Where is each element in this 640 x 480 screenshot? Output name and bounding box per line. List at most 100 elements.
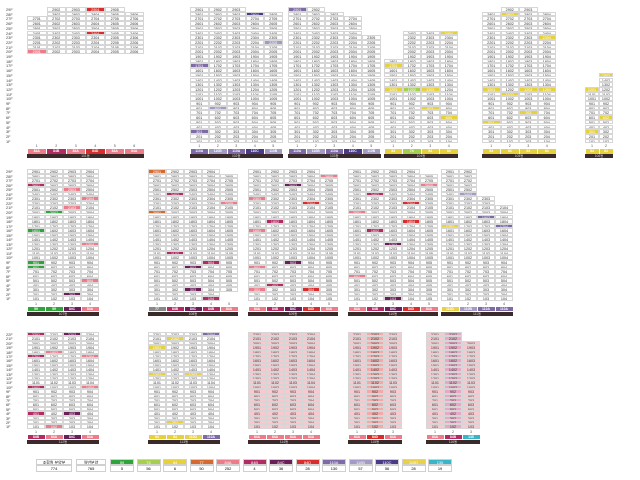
apt-unit-cell[interactable]: 2003: [519, 49, 538, 54]
apt-unit-cell[interactable]: 1604: [439, 68, 458, 73]
apt-unit-cell[interactable]: 2506: [124, 25, 144, 31]
apt-unit-cell[interactable]: 2303: [325, 35, 344, 40]
apt-unit-cell[interactable]: 704: [343, 110, 362, 116]
apt-unit-cell[interactable]: 301: [482, 129, 501, 134]
apt-unit-cell[interactable]: 1201: [190, 86, 209, 92]
apt-unit-cell[interactable]: 202: [208, 133, 227, 139]
apt-unit-cell[interactable]: 1404: [439, 77, 458, 83]
apt-unit-cell[interactable]: 1603: [325, 68, 344, 73]
apt-unit-cell[interactable]: 203: [227, 133, 246, 139]
apt-unit-cell[interactable]: 1801: [384, 58, 403, 64]
apt-unit-cell[interactable]: 701: [482, 110, 501, 116]
apt-unit-cell[interactable]: 801: [384, 105, 403, 111]
apt-unit-cell[interactable]: 103: [63, 296, 81, 301]
apt-unit-cell[interactable]: 2301: [27, 35, 47, 40]
apt-unit-cell[interactable]: 1404: [245, 77, 264, 83]
apt-unit-cell[interactable]: 2502: [306, 25, 325, 31]
apt-unit-cell[interactable]: 1605: [264, 68, 283, 73]
apt-unit-cell[interactable]: 803: [325, 105, 344, 111]
apt-unit-cell[interactable]: 1804: [439, 58, 458, 64]
apt-unit-cell[interactable]: 2504: [343, 25, 362, 31]
apt-unit-cell[interactable]: 1103: [227, 91, 246, 97]
apt-unit-cell[interactable]: 2502: [46, 25, 66, 31]
apt-unit-cell[interactable]: 102: [45, 296, 63, 301]
apt-unit-cell[interactable]: 1804: [537, 58, 556, 64]
apt-unit-cell[interactable]: 405: [362, 124, 381, 130]
apt-unit-cell[interactable]: 1403: [325, 77, 344, 83]
apt-unit-cell[interactable]: 2101: [288, 44, 307, 50]
apt-unit-cell[interactable]: 701: [288, 110, 307, 116]
apt-unit-cell[interactable]: 2004: [85, 49, 105, 54]
apt-unit-cell[interactable]: 2101: [190, 44, 209, 50]
apt-unit-cell[interactable]: 2503: [325, 25, 344, 31]
apt-unit-cell[interactable]: 2902: [208, 7, 227, 12]
apt-unit-cell[interactable]: 1004: [245, 96, 264, 101]
apt-unit-cell[interactable]: 1105: [264, 91, 283, 97]
apt-unit-cell[interactable]: 2404: [537, 30, 556, 36]
apt-unit-cell[interactable]: 1005: [362, 96, 381, 101]
apt-unit-cell[interactable]: 2201: [482, 39, 501, 45]
apt-unit-cell[interactable]: 1105: [362, 91, 381, 97]
apt-unit-cell[interactable]: 1205: [362, 86, 381, 92]
apt-unit-cell[interactable]: 2605: [105, 21, 125, 26]
apt-unit-cell[interactable]: 705: [264, 110, 283, 116]
apt-unit-cell[interactable]: 1104: [537, 91, 556, 97]
apt-unit-cell[interactable]: 903: [421, 101, 440, 106]
apt-unit-cell[interactable]: 702: [208, 110, 227, 116]
apt-unit-cell[interactable]: 501: [288, 119, 307, 125]
apt-unit-cell[interactable]: 2702: [306, 16, 325, 22]
apt-unit-cell[interactable]: 1901: [190, 54, 209, 59]
apt-unit-cell[interactable]: 101: [288, 138, 307, 144]
apt-unit-cell[interactable]: 2403: [325, 30, 344, 36]
apt-unit-cell[interactable]: 1704: [245, 63, 264, 69]
apt-unit-cell[interactable]: 2104: [343, 44, 362, 50]
apt-unit-cell[interactable]: 502: [402, 119, 421, 125]
apt-unit-cell[interactable]: 1104: [439, 91, 458, 97]
apt-unit-cell[interactable]: 2104: [439, 44, 458, 50]
apt-unit-cell[interactable]: 1003: [325, 96, 344, 101]
apt-unit-cell[interactable]: 2404: [245, 30, 264, 36]
apt-unit-cell[interactable]: 103: [519, 138, 538, 144]
apt-unit-cell[interactable]: 102: [266, 424, 284, 429]
apt-unit-cell[interactable]: 2502: [208, 25, 227, 31]
apt-unit-cell[interactable]: 1401: [384, 77, 403, 83]
apt-unit-cell[interactable]: 1402: [500, 77, 519, 83]
apt-unit-cell[interactable]: 2803: [325, 11, 344, 17]
apt-unit-cell[interactable]: 301: [288, 129, 307, 134]
apt-unit-cell[interactable]: 2205: [362, 39, 381, 45]
apt-unit-cell[interactable]: 1204: [343, 86, 362, 92]
apt-unit-cell[interactable]: 2302: [500, 35, 519, 40]
apt-unit-cell[interactable]: 202: [500, 133, 519, 139]
apt-unit-cell[interactable]: 1403: [519, 77, 538, 83]
apt-unit-cell[interactable]: 905: [362, 101, 381, 106]
apt-unit-cell[interactable]: 2605: [264, 21, 283, 26]
apt-unit-cell[interactable]: 105: [420, 296, 438, 301]
apt-unit-cell[interactable]: 2601: [288, 21, 307, 26]
apt-unit-cell[interactable]: 904: [439, 101, 458, 106]
apt-unit-cell[interactable]: 1202: [306, 86, 325, 92]
apt-unit-cell[interactable]: 902: [208, 101, 227, 106]
apt-unit-cell[interactable]: 704: [245, 110, 264, 116]
apt-unit-cell[interactable]: 104: [81, 296, 99, 301]
apt-unit-cell[interactable]: 304: [439, 129, 458, 134]
apt-unit-cell[interactable]: 104: [302, 296, 320, 301]
apt-unit-cell[interactable]: 1502: [500, 72, 519, 78]
apt-unit-cell[interactable]: 405: [264, 124, 283, 130]
apt-unit-cell[interactable]: 404: [245, 124, 264, 130]
apt-unit-cell[interactable]: 1604: [245, 68, 264, 73]
apt-unit-cell[interactable]: 804: [343, 105, 362, 111]
apt-unit-cell[interactable]: 705: [362, 110, 381, 116]
apt-unit-cell[interactable]: 2606: [124, 21, 144, 26]
apt-unit-cell[interactable]: 1402: [306, 77, 325, 83]
apt-unit-cell[interactable]: 1804: [343, 58, 362, 64]
apt-unit-cell[interactable]: 2604: [85, 21, 105, 26]
apt-unit-cell[interactable]: 2401: [27, 30, 47, 36]
apt-unit-cell[interactable]: 703: [325, 110, 344, 116]
apt-unit-cell[interactable]: 805: [264, 105, 283, 111]
apt-unit-cell[interactable]: 101: [426, 424, 444, 429]
apt-unit-cell[interactable]: 902: [306, 101, 325, 106]
apt-unit-cell[interactable]: 1801: [190, 58, 209, 64]
apt-unit-cell[interactable]: 2002: [208, 49, 227, 54]
apt-unit-cell[interactable]: 103: [284, 296, 302, 301]
apt-unit-cell[interactable]: 2203: [421, 39, 440, 45]
